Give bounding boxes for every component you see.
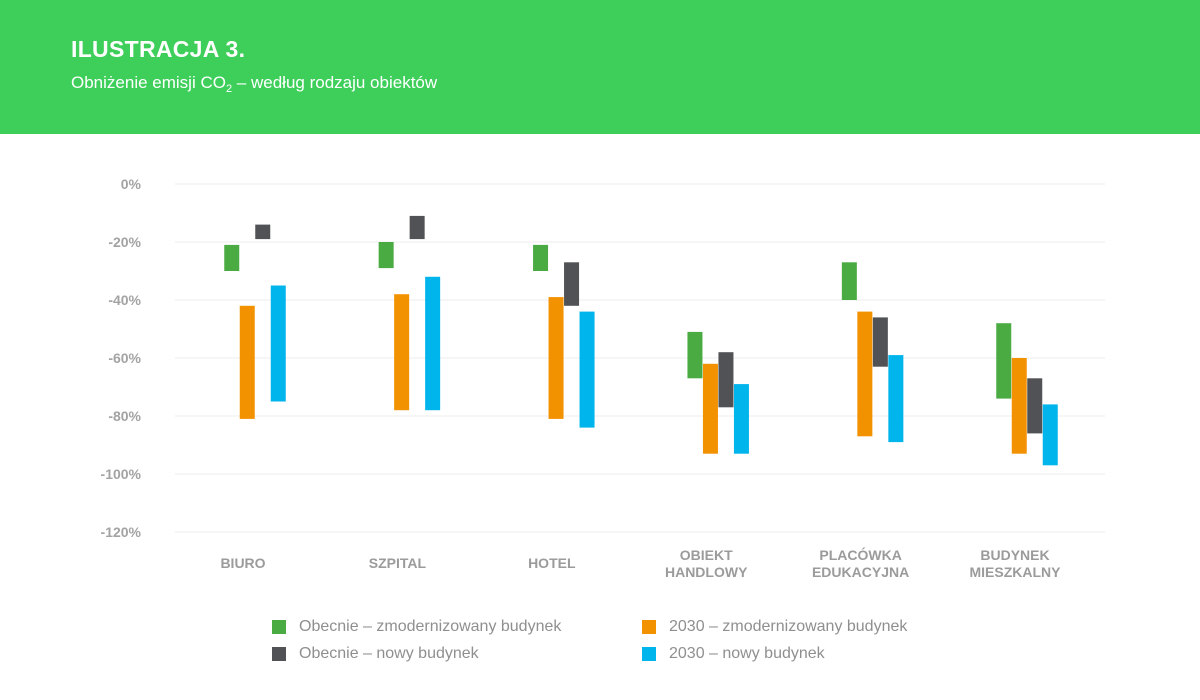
- y-tick-label: -80%: [108, 408, 141, 424]
- legend-label: Obecnie – zmodernizowany budynek: [299, 618, 562, 635]
- bar-1-4: [857, 311, 873, 437]
- figure-subtitle: Obniżenie emisji CO2 – według rodzaju ob…: [71, 73, 438, 95]
- bar-0-1: [378, 242, 394, 269]
- bar-2-4: [872, 317, 888, 367]
- bar-2-5: [1027, 378, 1043, 434]
- bar-0-4: [841, 262, 857, 300]
- legend-label: Obecnie – nowy budynek: [299, 645, 479, 662]
- bar-2-1: [409, 215, 425, 240]
- bar-3-5: [1042, 404, 1058, 466]
- y-tick-label: -100%: [101, 466, 142, 482]
- legend-item-series-1: 2030 – zmodernizowany budynek: [642, 618, 907, 636]
- bar-1-0: [239, 305, 255, 419]
- bar-3-0: [270, 285, 286, 402]
- subtitle-subscript: 2: [225, 83, 233, 95]
- bar-0-2: [533, 244, 549, 271]
- subtitle-text-end: – według rodzaju obiektów: [232, 73, 438, 92]
- legend-label: 2030 – nowy budynek: [669, 645, 825, 662]
- x-category-label: HOTEL: [528, 555, 576, 571]
- bar-3-1: [425, 276, 441, 411]
- legend-swatch: [272, 620, 286, 634]
- bar-1-2: [548, 297, 564, 419]
- y-tick-label: -60%: [108, 350, 141, 366]
- range-bar-chart: 0% -20% -40% -60% -80% -100% -120% BIURO SZPITAL…: [101, 176, 1105, 580]
- x-category-label: OBIEKT HANDLOWY: [665, 547, 748, 580]
- legend-swatch: [272, 647, 286, 661]
- x-category-label: BUDYNEK MIESZKALNY: [970, 547, 1062, 580]
- legend-item-series-2: Obecnie – nowy budynek: [272, 645, 479, 663]
- header-banner: ILUSTRACJA 3. Obniżenie emisji CO2 – wed…: [0, 0, 1200, 134]
- bar-3-2: [579, 311, 595, 428]
- y-tick-label: -40%: [108, 292, 141, 308]
- y-tick-label: 0%: [121, 176, 142, 192]
- bar-1-5: [1011, 358, 1027, 454]
- legend-label: 2030 – zmodernizowany budynek: [669, 618, 908, 635]
- y-tick-label: -20%: [108, 234, 141, 250]
- y-tick-label: -120%: [101, 524, 142, 540]
- x-category-label: PLACÓWKA EDUKACYJNA: [812, 546, 909, 580]
- chart-legend: Obecnie – zmodernizowany budynek 2030 – …: [0, 612, 1200, 672]
- bar-3-3: [733, 384, 749, 454]
- bar-2-0: [255, 224, 271, 240]
- figure-title: ILUSTRACJA 3.: [71, 36, 246, 62]
- x-category-label: BIURO: [220, 555, 265, 571]
- bar-3-4: [888, 355, 904, 443]
- bar-2-3: [718, 352, 734, 408]
- x-category-label: SZPITAL: [369, 555, 427, 571]
- bar-0-0: [224, 244, 240, 271]
- bar-2-2: [564, 262, 580, 306]
- bar-1-3: [702, 363, 718, 454]
- subtitle-text: Obniżenie emisji CO: [71, 73, 226, 92]
- legend-swatch: [642, 620, 656, 634]
- legend-item-series-0: Obecnie – zmodernizowany budynek: [272, 618, 561, 636]
- legend-swatch: [642, 647, 656, 661]
- bar-0-5: [996, 323, 1012, 399]
- bar-0-3: [687, 331, 703, 379]
- legend-item-series-3: 2030 – nowy budynek: [642, 645, 825, 663]
- bar-1-1: [394, 294, 410, 411]
